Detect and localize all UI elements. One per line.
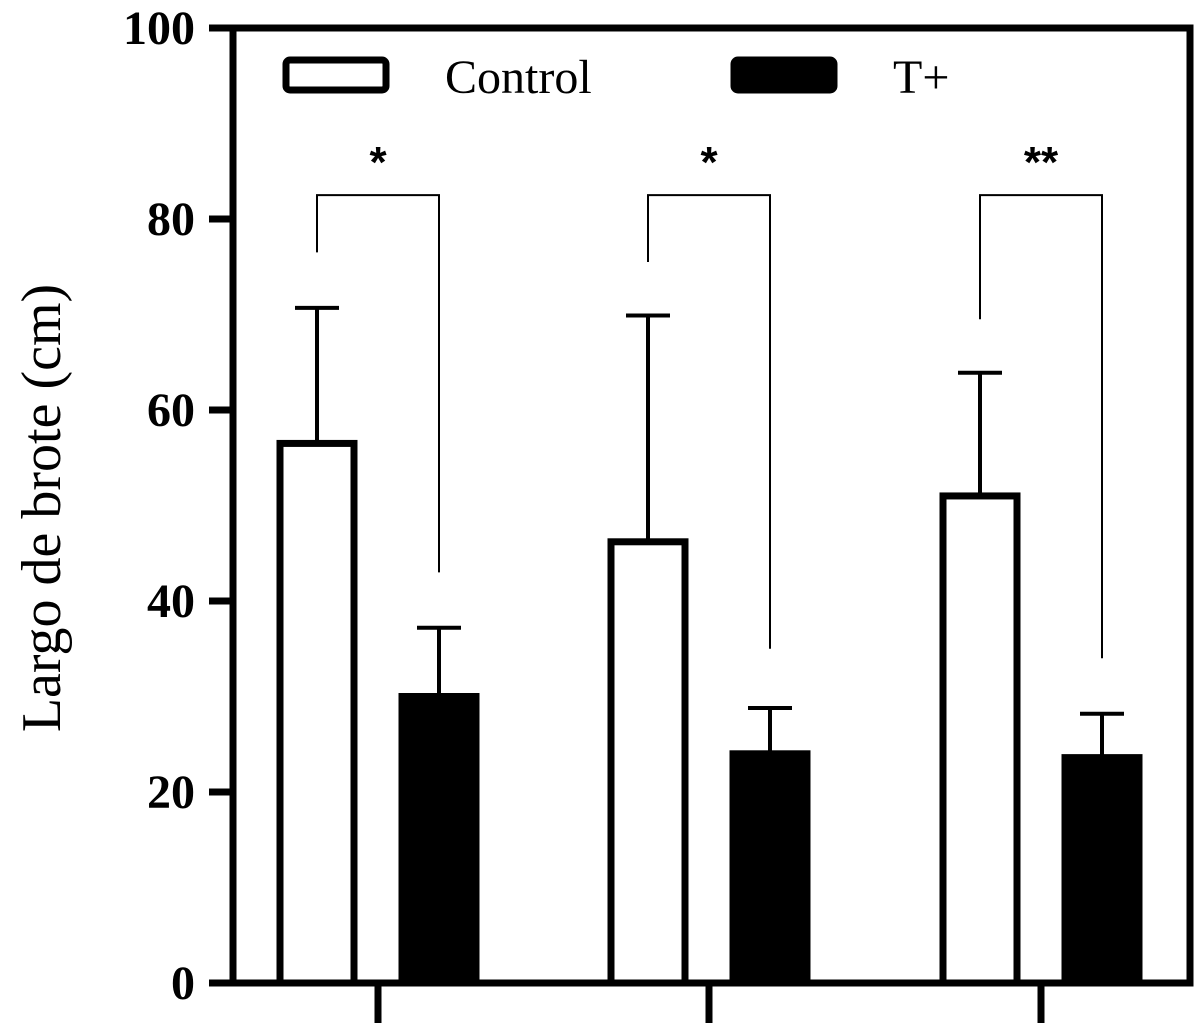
bar-control bbox=[607, 538, 689, 987]
legend-label: Control bbox=[445, 51, 592, 104]
y-tick-label: 20 bbox=[147, 766, 195, 819]
significance-bracket bbox=[647, 194, 771, 649]
legend-swatch bbox=[730, 56, 838, 94]
legend-label: T+ bbox=[893, 51, 949, 104]
significance-bracket bbox=[316, 194, 440, 573]
y-tick-label: 0 bbox=[171, 957, 195, 1010]
legend-swatch bbox=[282, 56, 390, 94]
significance-marker: * bbox=[369, 138, 387, 187]
significance-marker: ** bbox=[1024, 138, 1059, 187]
bar-t- bbox=[398, 693, 480, 987]
y-tick-label: 80 bbox=[147, 193, 195, 246]
significance-marker: * bbox=[700, 138, 718, 187]
bar-t- bbox=[729, 750, 811, 987]
y-tick-label: 60 bbox=[147, 384, 195, 437]
bar-t- bbox=[1061, 754, 1143, 987]
bar-control bbox=[939, 492, 1021, 987]
y-tick-label: 100 bbox=[123, 2, 195, 55]
significance-bracket bbox=[979, 194, 1103, 659]
bar-control bbox=[276, 439, 358, 987]
y-tick-label: 40 bbox=[147, 575, 195, 628]
y-axis-title: Largo de brote (cm) bbox=[11, 284, 73, 732]
